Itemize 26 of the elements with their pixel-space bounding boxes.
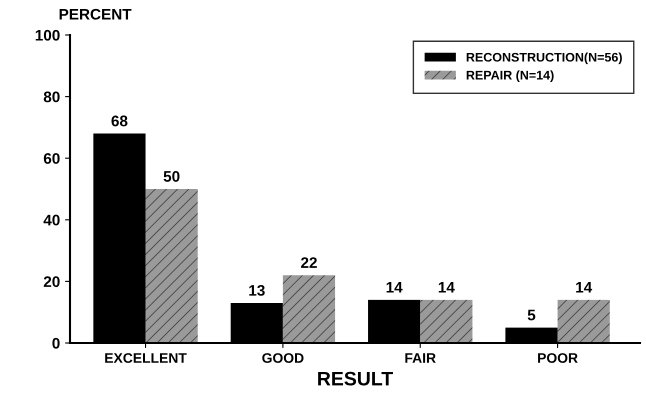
bar bbox=[282, 275, 336, 343]
legend-label: RECONSTRUCTION(N=56) bbox=[466, 52, 622, 64]
data-label: 13 bbox=[249, 284, 265, 296]
bar bbox=[146, 189, 198, 343]
data-label: 22 bbox=[301, 257, 317, 268]
bar bbox=[420, 300, 472, 343]
y-tick-label: 100 bbox=[36, 30, 60, 41]
y-tick-label: 0 bbox=[52, 338, 60, 349]
data-label: 14 bbox=[386, 282, 403, 293]
y-tick-label: 80 bbox=[44, 91, 60, 102]
y-axis-title: PERCENT bbox=[60, 8, 132, 20]
bar bbox=[558, 300, 610, 343]
x-tick-label: EXCELLENT bbox=[105, 353, 187, 363]
y-tick-label: 20 bbox=[44, 276, 60, 288]
data-label: 50 bbox=[164, 170, 180, 182]
data-label: 5 bbox=[528, 310, 536, 320]
y-tick-label: 40 bbox=[44, 214, 60, 226]
x-tick-label: GOOD bbox=[262, 353, 304, 363]
data-label: 14 bbox=[576, 282, 592, 293]
x-tick-label: FAIR bbox=[405, 353, 436, 363]
data-label: 68 bbox=[112, 116, 128, 126]
data-label: 14 bbox=[438, 282, 455, 293]
legend-label: REPAIR (N=14) bbox=[466, 70, 554, 82]
x-axis-title: RESULT bbox=[318, 372, 393, 386]
y-tick-label: 60 bbox=[44, 153, 60, 164]
x-tick-label: POOR bbox=[538, 353, 578, 363]
